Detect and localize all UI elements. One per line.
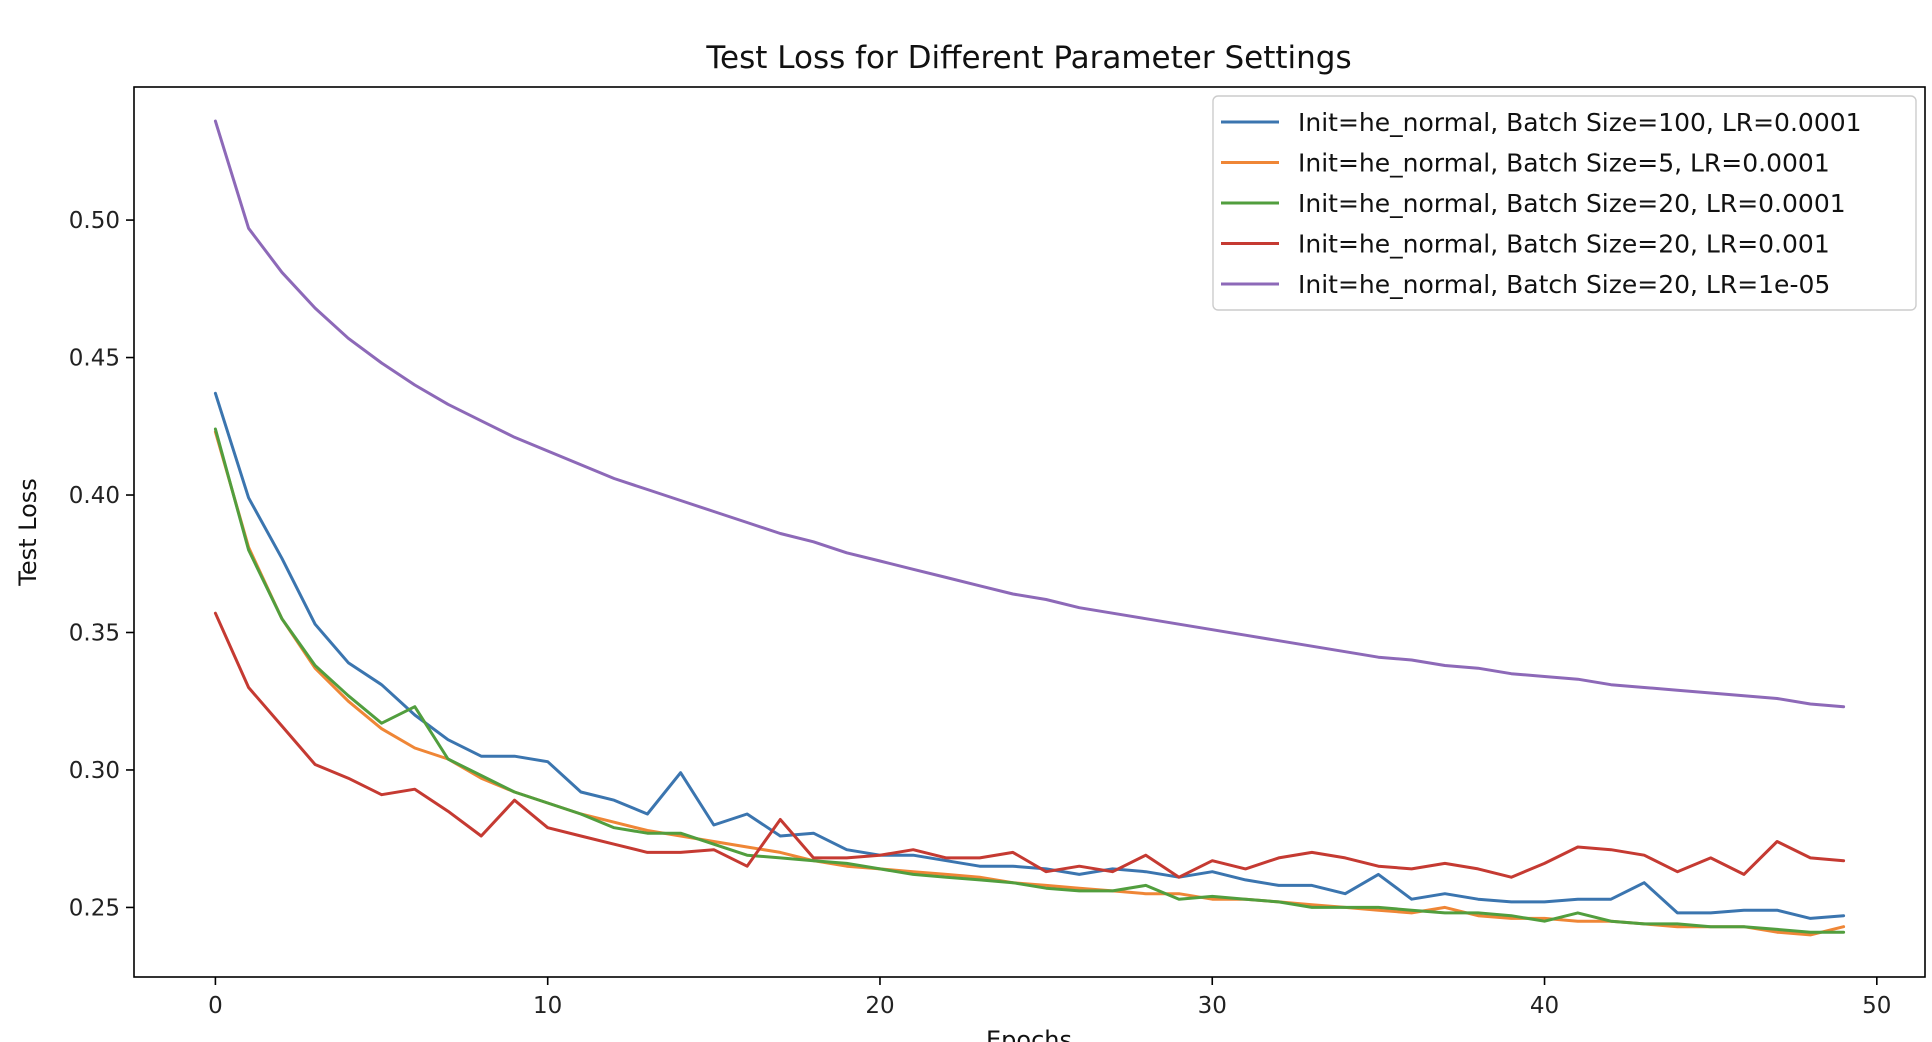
series-line-1 [213,391,1846,920]
legend-label: Init=he_normal, Batch Size=100, LR=0.000… [1298,108,1862,137]
y-tick-label: 0.25 [69,895,120,921]
x-tick-label: 50 [1862,993,1891,1019]
y-tick-label: 0.30 [69,758,120,784]
series-line-5 [213,119,1846,709]
y-tick-label: 0.50 [69,208,120,234]
legend-label: Init=he_normal, Batch Size=5, LR=0.0001 [1298,149,1830,178]
plot-area [213,119,1846,937]
x-tick-label: 0 [208,993,223,1019]
legend-box [1212,95,1917,311]
chart-title: Test Loss for Different Parameter Settin… [705,40,1351,76]
x-tick-label: 40 [1530,993,1559,1019]
plot-frame [133,86,1926,978]
legend-label: Init=he_normal, Batch Size=20, LR=0.001 [1298,230,1830,259]
x-axis-label: Epochs [986,1026,1072,1042]
x-tick-label: 20 [865,993,894,1019]
legend-label: Init=he_normal, Batch Size=20, LR=1e-05 [1298,270,1830,299]
y-axis: 0.25 0.30 0.35 0.40 0.45 0.50 [69,208,134,921]
y-tick-label: 0.40 [69,483,120,509]
x-tick-label: 30 [1198,993,1227,1019]
series-line-4 [213,611,1846,879]
legend-label: Init=he_normal, Batch Size=20, LR=0.0001 [1298,189,1846,218]
series-line-3 [213,427,1846,934]
y-axis-label: Test Loss [14,478,42,587]
legend: Init=he_normal, Batch Size=100, LR=0.000… [1212,95,1917,311]
y-tick-label: 0.35 [69,620,120,646]
x-tick-label: 10 [533,993,562,1019]
x-axis: 0 10 20 30 40 50 [208,977,1891,1019]
y-tick-label: 0.45 [69,346,120,372]
